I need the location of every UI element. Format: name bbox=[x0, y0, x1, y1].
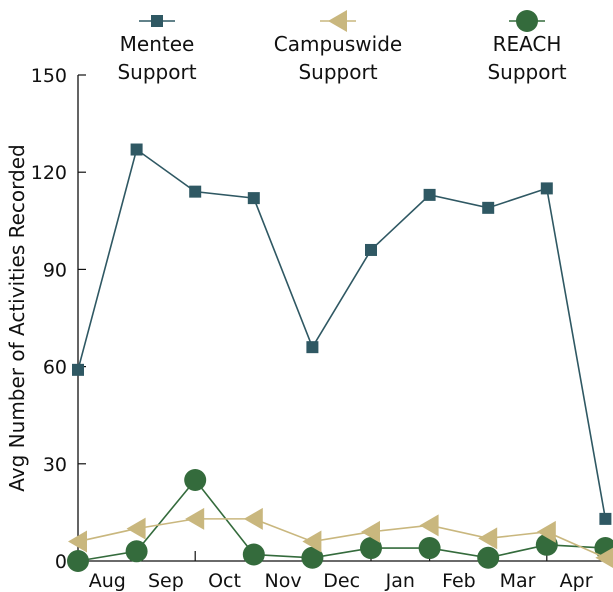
data-point bbox=[360, 537, 382, 560]
legend-item-campuswide-support: Campuswide Support bbox=[274, 10, 402, 84]
data-point bbox=[477, 546, 500, 569]
data-point bbox=[482, 201, 495, 214]
y-ticks: 0 30 60 90 120 150 bbox=[31, 65, 86, 573]
x-tick-label: Feb bbox=[442, 570, 476, 592]
x-tick-label: Dec bbox=[323, 570, 360, 592]
legend-label: Support bbox=[487, 60, 566, 84]
series-campuswide-support bbox=[68, 507, 613, 568]
legend-label: Campuswide bbox=[274, 32, 402, 56]
data-point bbox=[306, 341, 319, 354]
legend: Mentee Support Campuswide Support REACH Suppo… bbox=[117, 10, 567, 84]
legend-marker bbox=[328, 10, 347, 32]
data-point bbox=[189, 185, 202, 198]
legend-label: Support bbox=[117, 60, 196, 84]
data-point bbox=[125, 540, 148, 563]
y-tick-label: 90 bbox=[43, 259, 67, 281]
data-point bbox=[126, 517, 146, 540]
legend-label: REACH bbox=[493, 32, 562, 56]
x-tick-label: Jan bbox=[385, 570, 415, 592]
data-point bbox=[536, 520, 556, 543]
x-tick-label: Sep bbox=[148, 570, 184, 592]
data-point bbox=[247, 192, 260, 205]
data-point bbox=[72, 363, 84, 376]
legend-marker bbox=[151, 15, 163, 27]
y-tick-label: 0 bbox=[55, 551, 67, 573]
data-point bbox=[68, 530, 87, 553]
x-tick-label: Oct bbox=[208, 570, 241, 592]
y-axis-label: Avg Number of Activities Recorded bbox=[5, 144, 29, 491]
series-mentee-support bbox=[72, 143, 612, 525]
data-point bbox=[361, 520, 380, 543]
x-tick-label: Mar bbox=[500, 570, 536, 592]
x-tick-label: Aug bbox=[89, 570, 126, 592]
data-point bbox=[599, 512, 612, 525]
series-line bbox=[77, 148, 607, 520]
series-reach-support bbox=[67, 469, 613, 572]
legend-item-mentee-support: Mentee Support bbox=[117, 15, 197, 84]
legend-item-reach-support: REACH Support bbox=[487, 10, 567, 84]
series-group bbox=[67, 143, 613, 572]
y-tick-label: 150 bbox=[31, 65, 67, 87]
data-point bbox=[419, 514, 439, 537]
data-point bbox=[184, 469, 207, 491]
data-point bbox=[302, 530, 322, 553]
series-line bbox=[77, 518, 606, 559]
legend-label: Mentee bbox=[120, 32, 195, 56]
x-tick-label: Apr bbox=[560, 570, 593, 592]
data-point bbox=[540, 182, 553, 195]
y-tick-label: 60 bbox=[43, 357, 67, 379]
data-point bbox=[423, 188, 436, 201]
data-point bbox=[478, 527, 498, 550]
x-tick-label: Nov bbox=[265, 570, 302, 592]
y-tick-label: 120 bbox=[31, 162, 67, 184]
x-ticks: AugSepOctNovDecJanFebMarAprMay bbox=[77, 551, 607, 592]
series-line bbox=[77, 478, 606, 562]
data-point bbox=[301, 546, 324, 569]
legend-marker bbox=[516, 10, 538, 32]
data-point bbox=[130, 143, 143, 156]
data-point bbox=[67, 550, 89, 572]
axes bbox=[77, 75, 613, 562]
data-point bbox=[243, 507, 263, 530]
data-point bbox=[242, 543, 265, 566]
data-point bbox=[418, 537, 441, 560]
y-tick-label: 30 bbox=[43, 454, 67, 476]
data-point bbox=[595, 547, 613, 568]
data-point bbox=[365, 243, 377, 256]
data-point bbox=[185, 507, 205, 530]
legend-label: Support bbox=[298, 60, 377, 84]
